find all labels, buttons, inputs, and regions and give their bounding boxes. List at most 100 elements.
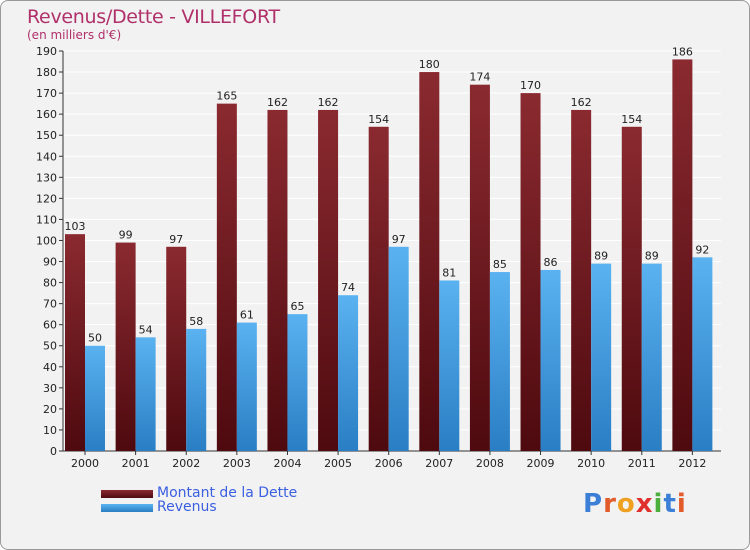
value-label-debt: 103 — [65, 220, 86, 233]
proxiti-logo: Proxiti — [583, 489, 687, 519]
value-label-revenue: 86 — [544, 256, 558, 269]
x-tick-label: 2005 — [324, 457, 352, 470]
x-tick-label: 2002 — [172, 457, 200, 470]
value-label-revenue: 50 — [88, 332, 102, 345]
value-label-revenue: 65 — [290, 300, 304, 313]
logo-letter: i — [653, 489, 664, 519]
value-label-debt: 162 — [571, 96, 592, 109]
y-tick-label: 80 — [43, 277, 57, 290]
y-tick-label: 140 — [36, 150, 57, 163]
bar-debt — [216, 103, 237, 451]
value-label-debt: 186 — [672, 45, 693, 58]
y-tick-label: 170 — [36, 87, 57, 100]
legend-label-debt: Montant de la Dette — [157, 485, 298, 501]
bar-debt — [419, 72, 440, 451]
y-tick-label: 60 — [43, 319, 57, 332]
y-tick-label: 70 — [43, 298, 57, 311]
y-tick-label: 40 — [43, 361, 57, 374]
grid-lines — [63, 50, 721, 431]
bar-revenue — [439, 280, 460, 451]
value-label-debt: 165 — [216, 90, 237, 103]
bars — [65, 59, 713, 452]
bar-debt — [267, 109, 288, 452]
logo-letter: r — [603, 489, 617, 519]
bar-debt — [166, 246, 187, 451]
bar-revenue — [489, 272, 510, 451]
x-tick-label: 2003 — [223, 457, 251, 470]
value-label-revenue: 89 — [594, 250, 608, 263]
value-label-debt: 170 — [520, 79, 541, 92]
value-label-debt: 162 — [267, 96, 288, 109]
value-label-debt: 162 — [318, 96, 339, 109]
bar-debt — [672, 59, 693, 451]
value-label-revenue: 74 — [341, 281, 355, 294]
value-label-revenue: 58 — [189, 315, 203, 328]
bar-revenue — [236, 322, 257, 451]
bar-debt — [621, 126, 642, 451]
bar-revenue — [85, 345, 105, 451]
x-tick-label: 2006 — [375, 457, 403, 470]
y-tick-label: 50 — [43, 340, 57, 353]
bar-revenue — [591, 263, 612, 451]
x-tick-label: 2010 — [577, 457, 605, 470]
value-label-revenue: 81 — [442, 266, 456, 279]
logo-letter: t — [663, 489, 677, 519]
x-tick-label: 2001 — [122, 457, 150, 470]
bar-revenue — [186, 328, 207, 451]
bar-debt — [520, 93, 541, 452]
legend-label-revenue: Revenus — [157, 499, 217, 515]
y-tick-label: 10 — [43, 424, 57, 437]
value-label-debt: 174 — [469, 71, 490, 84]
value-label-debt: 154 — [368, 113, 389, 126]
bar-revenue — [540, 269, 561, 451]
bar-revenue — [388, 246, 409, 451]
x-tick-label: 2007 — [425, 457, 453, 470]
logo-letter: o — [616, 489, 636, 519]
x-tick-label: 2004 — [273, 457, 301, 470]
bar-revenue — [135, 337, 156, 451]
axes: 0 10 20 30 40 50 60 70 80 90 100 110 120 130 140 150 160… — [36, 45, 721, 470]
y-tick-label: 150 — [36, 129, 57, 142]
bar-revenue — [641, 263, 662, 451]
y-tick-label: 20 — [43, 403, 57, 416]
legend-swatch-revenue — [101, 504, 153, 512]
x-tick-label: 2009 — [527, 457, 555, 470]
y-tick-label: 30 — [43, 382, 57, 395]
bar-debt — [65, 234, 85, 451]
bar-revenue — [692, 257, 713, 451]
y-tick-label: 100 — [36, 234, 57, 247]
x-tick-label: 2011 — [628, 457, 656, 470]
bar-revenue — [287, 314, 308, 451]
chart-title: Revenus/Dette - VILLEFORT — [27, 6, 280, 28]
labels: 103 50 99 54 97 58 165 61 162 65 162 74 154 97 180 81 17… — [65, 45, 710, 344]
value-label-revenue: 85 — [493, 258, 507, 271]
value-label-debt: 99 — [119, 229, 133, 242]
value-label-revenue: 61 — [240, 309, 254, 322]
y-tick-label: 160 — [36, 108, 57, 121]
bar-debt — [571, 109, 592, 452]
bar-debt — [115, 242, 136, 451]
legend-swatch-debt — [101, 490, 153, 498]
y-tick-label: 120 — [36, 192, 57, 205]
y-tick-label: 0 — [50, 445, 57, 458]
logo-letter: P — [583, 489, 604, 519]
y-tick-label: 110 — [36, 213, 57, 226]
bar-debt — [318, 109, 339, 452]
logo-letter: x — [635, 489, 654, 519]
x-tick-label: 2000 — [71, 457, 99, 470]
y-tick-label: 190 — [36, 45, 57, 58]
value-label-revenue: 97 — [392, 233, 406, 246]
y-tick-label: 90 — [43, 256, 57, 269]
bar-debt — [469, 84, 490, 452]
value-label-revenue: 54 — [139, 323, 153, 336]
x-tick-label: 2008 — [476, 457, 504, 470]
bar-revenue — [338, 295, 359, 451]
value-label-revenue: 92 — [695, 243, 709, 256]
value-label-revenue: 89 — [645, 250, 659, 263]
value-label-debt: 154 — [621, 113, 642, 126]
y-tick-label: 130 — [36, 171, 57, 184]
chart-subtitle: (en milliers d'€) — [27, 28, 122, 42]
logo-letter: i — [676, 489, 687, 519]
